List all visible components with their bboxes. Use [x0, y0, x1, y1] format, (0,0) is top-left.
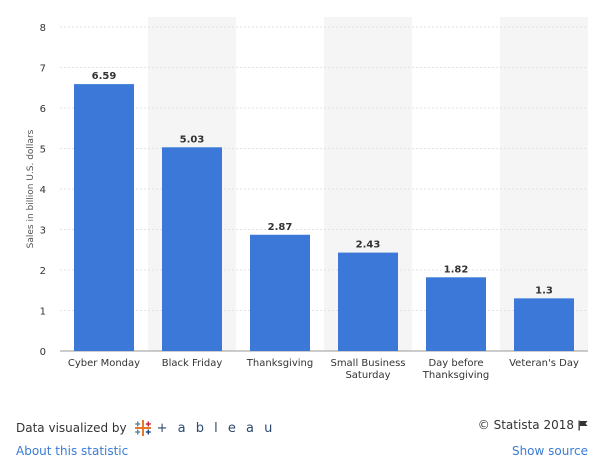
x-tick-label: Thanksgiving — [246, 358, 313, 369]
y-tick-label: 4 — [40, 185, 46, 196]
x-tick-label: Cyber Monday — [68, 358, 140, 369]
show-source-link[interactable]: Show source — [511, 444, 588, 458]
about-this-statistic-link[interactable]: About this statistic — [16, 444, 129, 458]
y-tick-label: 1 — [40, 307, 46, 318]
data-label: 1.3 — [535, 285, 553, 296]
bars — [74, 84, 574, 351]
x-tick-label: Veteran's Day — [509, 358, 579, 369]
value-labels: 6.59 5.03 2.87 2.43 1.82 1.3 — [92, 71, 553, 296]
bar — [162, 147, 222, 351]
copyright-text: © Statista 2018 — [477, 418, 574, 432]
flag-icon[interactable] — [578, 420, 588, 431]
data-label: 1.82 — [444, 264, 469, 275]
bar — [250, 234, 310, 351]
x-tick-label: Day before Thanksgiving — [422, 358, 489, 381]
gridlines — [60, 26, 588, 352]
x-tick-label-line: Thanksgiving — [422, 370, 489, 381]
bar — [426, 277, 486, 351]
y-tick-label: 2 — [40, 266, 46, 277]
bar — [514, 298, 574, 351]
x-tick-label-line: Saturday — [345, 370, 390, 381]
x-tick-label: Black Friday — [162, 358, 223, 369]
background-band — [500, 17, 588, 351]
data-label: 2.43 — [356, 240, 381, 251]
tableau-logo[interactable]: + a b l e a u — [133, 418, 276, 438]
y-axis-label: Sales in billion U.S. dollars — [26, 129, 36, 248]
data-label: 5.03 — [180, 134, 205, 145]
copyright: © Statista 2018 — [478, 418, 588, 432]
y-tick-label: 3 — [40, 226, 46, 237]
x-tick-label-line: Veteran's Day — [509, 358, 579, 369]
y-axis-ticks: 0 1 2 3 4 5 6 7 8 — [40, 23, 46, 358]
data-label: 6.59 — [92, 71, 117, 82]
y-tick-label: 0 — [40, 347, 46, 358]
y-tick-label: 8 — [40, 23, 46, 34]
x-tick-label-line: Small Business — [330, 358, 405, 369]
x-tick-label-line: Black Friday — [162, 358, 223, 369]
y-tick-label: 7 — [40, 64, 46, 75]
data-visualized-by: Data visualized by + a b l e a u — [16, 418, 275, 438]
data-label: 2.87 — [268, 222, 293, 233]
bar — [74, 84, 134, 351]
x-tick-label: Small Business Saturday — [330, 358, 405, 381]
x-tick-label-line: Thanksgiving — [246, 358, 313, 369]
bar — [338, 252, 398, 351]
background-bands — [148, 17, 588, 351]
x-tick-label-line: Cyber Monday — [68, 358, 140, 369]
y-tick-label: 5 — [40, 145, 46, 156]
tableau-wordmark: + a b l e a u — [156, 420, 276, 436]
visualized-by-text: Data visualized by — [16, 421, 127, 435]
y-tick-label: 6 — [40, 104, 46, 115]
category-labels: Cyber Monday Black Friday Thanksgiving Smal… — [68, 358, 579, 381]
tableau-cross-icon — [134, 420, 151, 436]
x-tick-label-line: Day before — [428, 358, 483, 369]
